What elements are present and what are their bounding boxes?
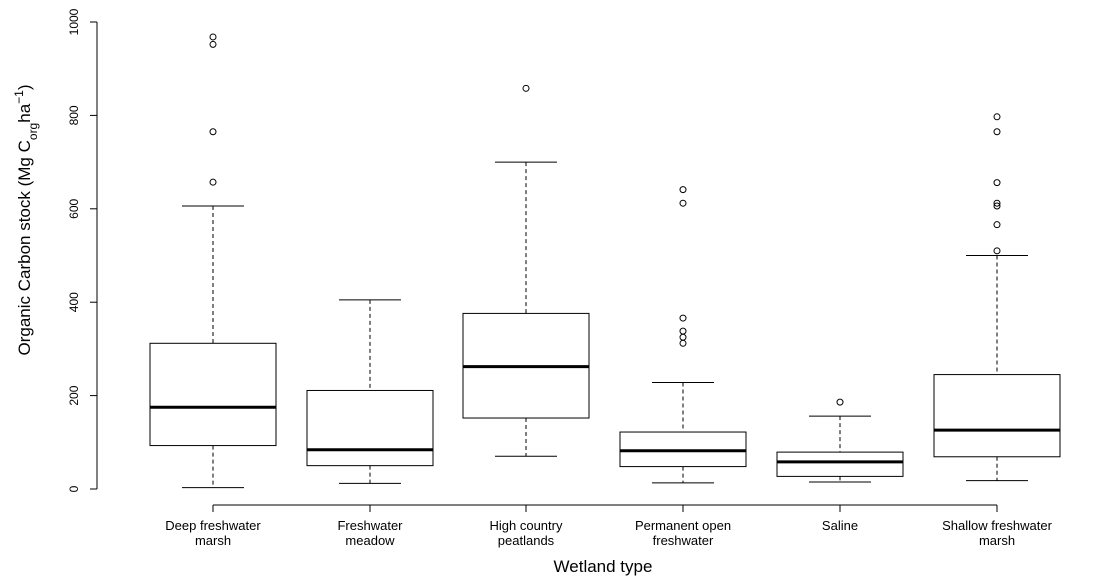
x-tick-label-line: freshwater: [653, 533, 714, 548]
x-tick-label-line: marsh: [979, 533, 1015, 548]
x-tick-label-line: Freshwater: [337, 518, 403, 533]
outlier-point: [679, 186, 687, 194]
box-group: [776, 398, 904, 483]
y-axis-title-subscript: org: [26, 123, 40, 140]
outlier-point: [993, 128, 1001, 136]
x-tick-label-line: Permanent open: [635, 518, 731, 533]
x-tick-label: Freshwater meadow: [337, 518, 403, 548]
box-group: [149, 33, 277, 489]
outlier-point: [993, 113, 1001, 121]
x-tick-label: Saline: [822, 518, 858, 533]
x-tick-label: High country peatlands: [490, 518, 563, 548]
y-tick-label: 600: [67, 198, 81, 218]
outlier-point: [679, 333, 687, 341]
box-iqr: [776, 451, 904, 477]
x-tick-label: Shallow freshwater marsh: [942, 518, 1052, 548]
y-tick-label: 800: [67, 105, 81, 125]
outlier-point: [993, 202, 1001, 210]
x-tick-label-line: Deep freshwater: [165, 518, 261, 533]
y-tick-label: 1000: [67, 8, 81, 35]
box-group: [306, 299, 434, 484]
outlier-point: [993, 221, 1001, 229]
x-tick-label-line: marsh: [195, 533, 231, 548]
outlier-point: [836, 398, 844, 406]
y-tick-label: 200: [67, 385, 81, 405]
x-tick-label-line: High country: [490, 518, 563, 533]
outlier-point: [679, 314, 687, 322]
outlier-point: [209, 33, 217, 41]
outlier-point: [993, 199, 1001, 207]
x-tick-label: Deep freshwater marsh: [165, 518, 261, 548]
y-axis: 0 200 400 600 800 1000: [67, 8, 98, 492]
outlier-point: [209, 40, 217, 48]
box-iqr: [306, 389, 434, 467]
outlier-point: [679, 339, 687, 347]
box-group: [619, 186, 747, 484]
x-tick-label: Permanent open freshwater: [635, 518, 731, 548]
box-group: [933, 113, 1061, 482]
box-iqr: [933, 374, 1061, 458]
y-tick-label: 400: [67, 292, 81, 312]
y-axis-title-superscript: −1: [12, 90, 26, 104]
y-axis-title: Organic Carbon stock (Mg Corgha−1): [12, 84, 40, 355]
box-iqr: [149, 342, 277, 447]
x-axis-title: Wetland type: [554, 557, 653, 576]
outlier-point: [993, 247, 1001, 255]
box-series: [149, 33, 1061, 489]
x-tick-label-line: peatlands: [498, 533, 555, 548]
y-axis-title-mid: ha: [15, 103, 34, 122]
y-axis-title-end: ): [15, 84, 34, 90]
outlier-point: [993, 179, 1001, 187]
outlier-point: [209, 178, 217, 186]
y-tick-label: 0: [67, 485, 81, 492]
outlier-point: [679, 327, 687, 335]
x-tick-label-line: Saline: [822, 518, 858, 533]
y-axis-title-main: Organic Carbon stock (Mg C: [15, 140, 34, 355]
outlier-point: [679, 199, 687, 207]
box-group: [462, 84, 590, 457]
outlier-point: [209, 128, 217, 136]
outlier-point: [522, 84, 530, 92]
x-tick-label-line: Shallow freshwater: [942, 518, 1052, 533]
x-tick-label-line: meadow: [345, 533, 395, 548]
